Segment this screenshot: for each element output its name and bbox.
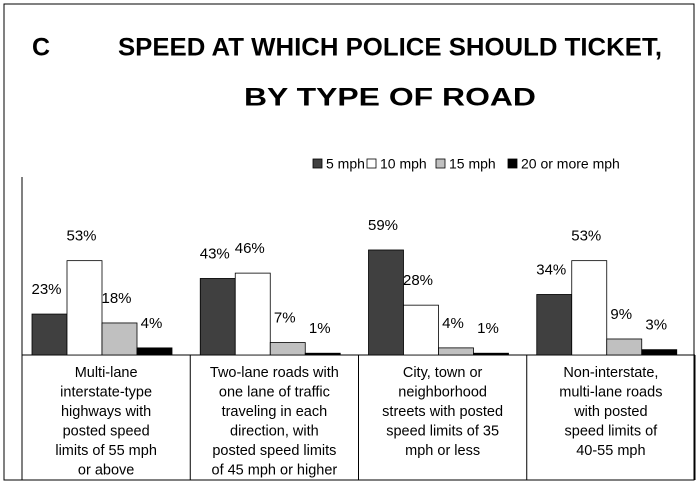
data-label: 59%: [368, 217, 398, 234]
legend-swatch: [312, 158, 323, 169]
x-tick-label: limits of 55 mph: [55, 443, 157, 459]
data-label: 4%: [442, 315, 464, 332]
bar: [571, 260, 608, 356]
x-tick-label: 40-55 mph: [576, 443, 645, 459]
bar: [304, 352, 341, 356]
bar: [66, 260, 103, 356]
x-tick-label: Non-interstate,: [563, 365, 658, 381]
data-label: 28%: [403, 272, 433, 289]
x-tick-label: City, town or: [403, 365, 483, 381]
x-tick-label: with posted: [573, 404, 647, 420]
legend-swatch: [366, 158, 377, 169]
legend-label: 15 mph: [449, 156, 496, 172]
x-tick-label: interstate-type: [60, 384, 152, 400]
x-tick-label: posted speed: [63, 423, 150, 439]
data-label: 43%: [200, 245, 230, 262]
bar: [234, 272, 271, 356]
data-label: 53%: [66, 228, 96, 245]
bar: [269, 342, 306, 356]
x-tick-label: traveling in each: [222, 404, 328, 420]
legend-swatch: [435, 158, 446, 169]
data-label: 46%: [235, 240, 265, 257]
x-tick-label: speed limits of: [565, 423, 659, 439]
x-tick-label: or above: [78, 462, 134, 478]
bar: [606, 338, 643, 356]
data-label: 3%: [645, 317, 667, 334]
data-label: 9%: [610, 306, 632, 323]
bar: [403, 304, 439, 356]
data-label: 18%: [101, 290, 131, 307]
bar: [31, 313, 68, 356]
bar: [438, 347, 474, 356]
legend-label: 5 mph: [326, 156, 365, 172]
data-label: 23%: [31, 281, 61, 298]
bar: [368, 249, 404, 356]
x-tick-label: speed limits of 35: [386, 423, 499, 439]
x-tick-label: neighborhood: [398, 384, 487, 400]
data-label: 7%: [274, 310, 296, 327]
x-tick-label: of 45 mph or higher: [212, 462, 338, 478]
bar: [473, 352, 509, 356]
x-tick-label: Two-lane roads with: [210, 365, 339, 381]
frame: [3, 3, 695, 481]
x-tick-label: Multi-lane: [75, 365, 138, 381]
chart-title: BY TYPE OF ROAD: [244, 84, 536, 112]
x-tick-label: posted speed limits: [212, 443, 336, 459]
x-tick-label: multi-lane roads: [559, 384, 662, 400]
data-label: 53%: [571, 228, 601, 245]
legend-label: 20 or more mph: [521, 156, 620, 172]
data-label: 1%: [477, 320, 499, 337]
legend-swatch: [507, 158, 518, 169]
bar: [136, 347, 173, 356]
x-tick-label: streets with posted: [382, 404, 503, 420]
data-label: 34%: [536, 261, 566, 278]
bar: [199, 278, 236, 356]
x-tick-label: one lane of traffic: [219, 384, 330, 400]
legend-label: 10 mph: [380, 156, 427, 172]
bar: [641, 349, 678, 356]
bar: [101, 322, 138, 356]
bar: [536, 294, 573, 356]
data-label: 4%: [141, 315, 163, 332]
x-tick-label: highways with: [61, 404, 151, 420]
x-tick-label: mph or less: [405, 443, 480, 459]
chart-title: SPEED AT WHICH POLICE SHOULD TICKET,: [118, 34, 662, 62]
x-tick-label: direction, with: [230, 423, 319, 439]
data-label: 1%: [309, 320, 331, 337]
panel-label: C: [32, 34, 50, 62]
